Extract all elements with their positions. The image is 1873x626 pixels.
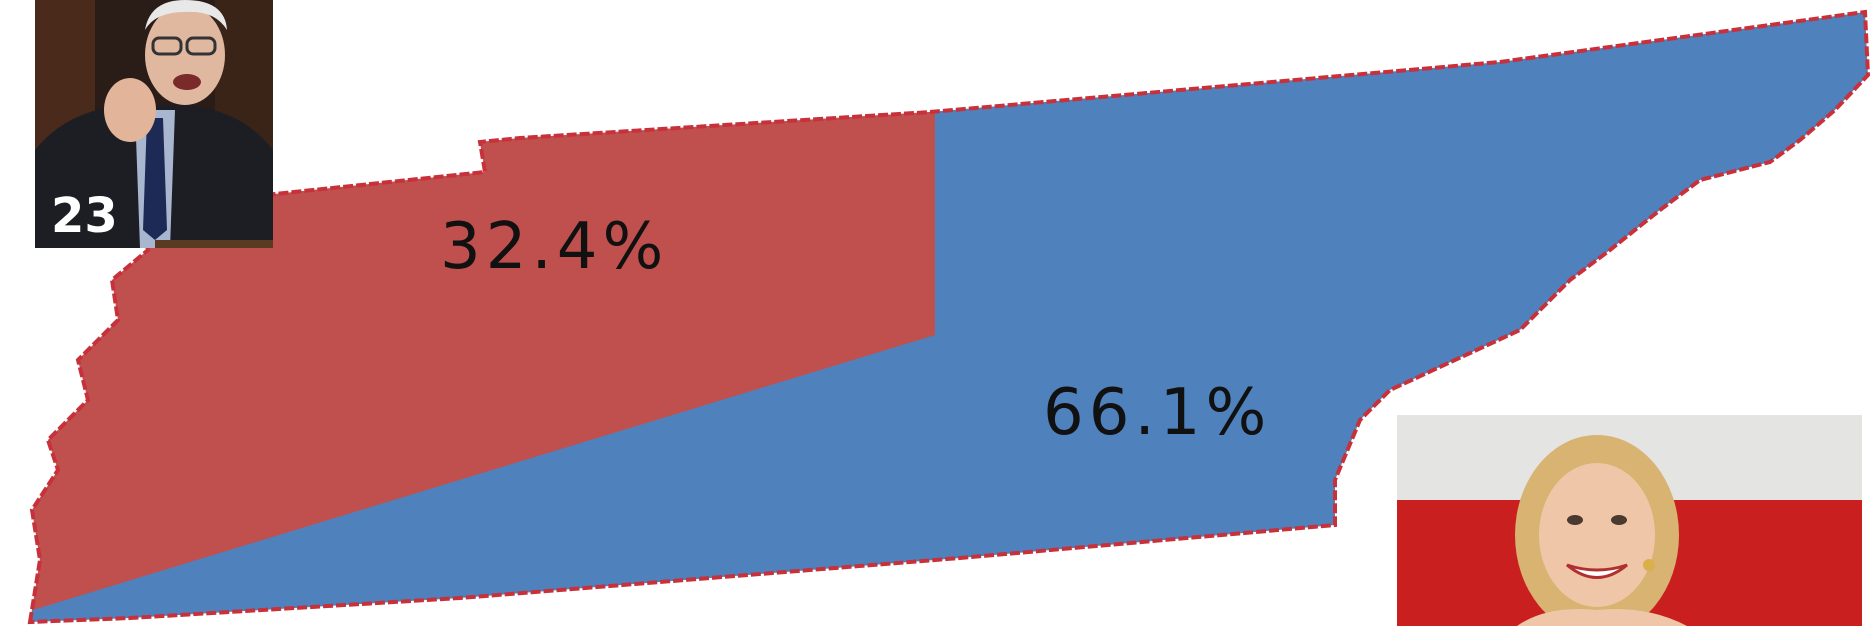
candidate-photo-right: [1397, 415, 1862, 626]
state-border: [27, 9, 1871, 625]
candidate-photo-woman-icon: [1397, 415, 1862, 626]
right-percent-label: 66.1%: [1043, 376, 1272, 450]
left-percent-label: 32.4%: [440, 210, 669, 284]
candidate-photo-man-icon: [35, 0, 273, 248]
candidate-photo-left: 23: [35, 0, 273, 248]
delegate-count-badge: 23: [51, 188, 118, 244]
